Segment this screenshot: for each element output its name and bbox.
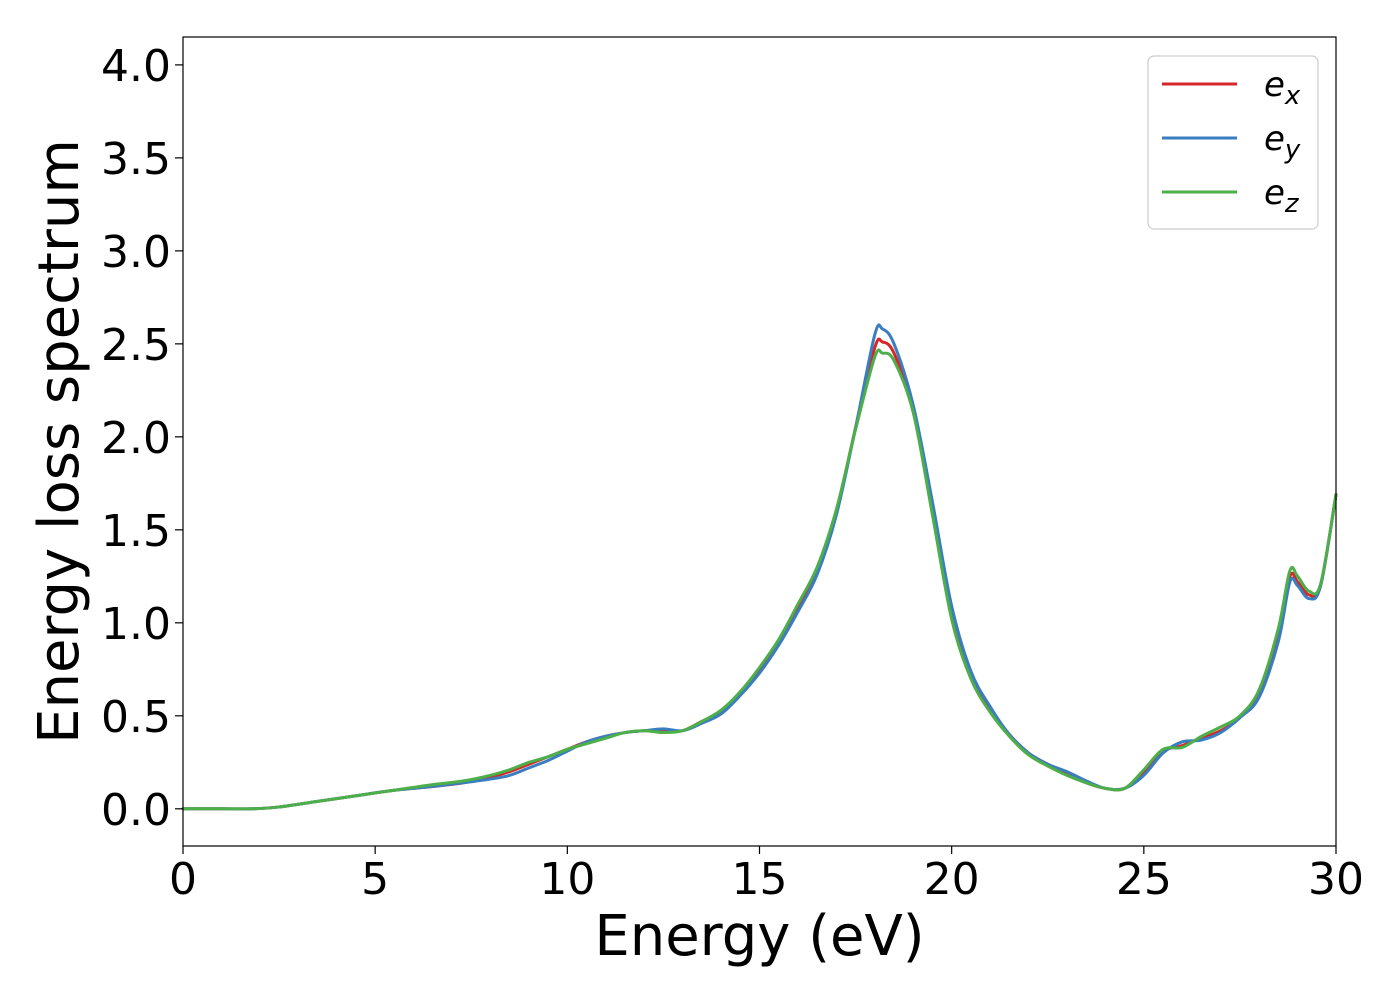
legend-label-e-y: ey	[1264, 119, 1301, 165]
x-tick-label: 15	[732, 854, 788, 905]
y-tick-label: 1.5	[101, 506, 171, 557]
legend-label-e-z: ez	[1264, 173, 1300, 219]
legend-label-e-x: ex	[1264, 65, 1301, 111]
y-tick-label: 3.5	[101, 134, 171, 185]
x-tick-label: 25	[1116, 854, 1172, 905]
y-tick-label: 2.0	[101, 413, 171, 464]
x-axis-title: Energy (eV)	[594, 904, 924, 969]
x-tick-label: 5	[361, 854, 389, 905]
y-tick-label: 4.0	[101, 41, 171, 92]
x-axis-ticks: 0 5 10 15 20 25 30	[169, 846, 1364, 905]
y-tick-label: 2.5	[101, 320, 171, 371]
x-tick-label: 20	[924, 854, 980, 905]
y-tick-label: 0.5	[101, 692, 171, 743]
series-lines	[181, 323, 1338, 811]
y-tick-label: 3.0	[101, 227, 171, 278]
x-tick-label: 30	[1308, 854, 1364, 905]
x-tick-label: 0	[169, 854, 197, 905]
series-line-e-z	[181, 348, 1338, 811]
y-tick-label: 0.0	[101, 785, 171, 836]
legend: ex ey ez	[1147, 55, 1319, 230]
x-tick-label: 10	[539, 854, 595, 905]
y-axis-title: Energy loss spectrum	[27, 139, 92, 744]
y-tick-label: 1.0	[101, 599, 171, 650]
y-axis-ticks: 0.0 0.5 1.0 1.5 2.0 2.5 3.0 3.5 4.0	[101, 41, 183, 836]
legend-box	[1147, 55, 1319, 230]
